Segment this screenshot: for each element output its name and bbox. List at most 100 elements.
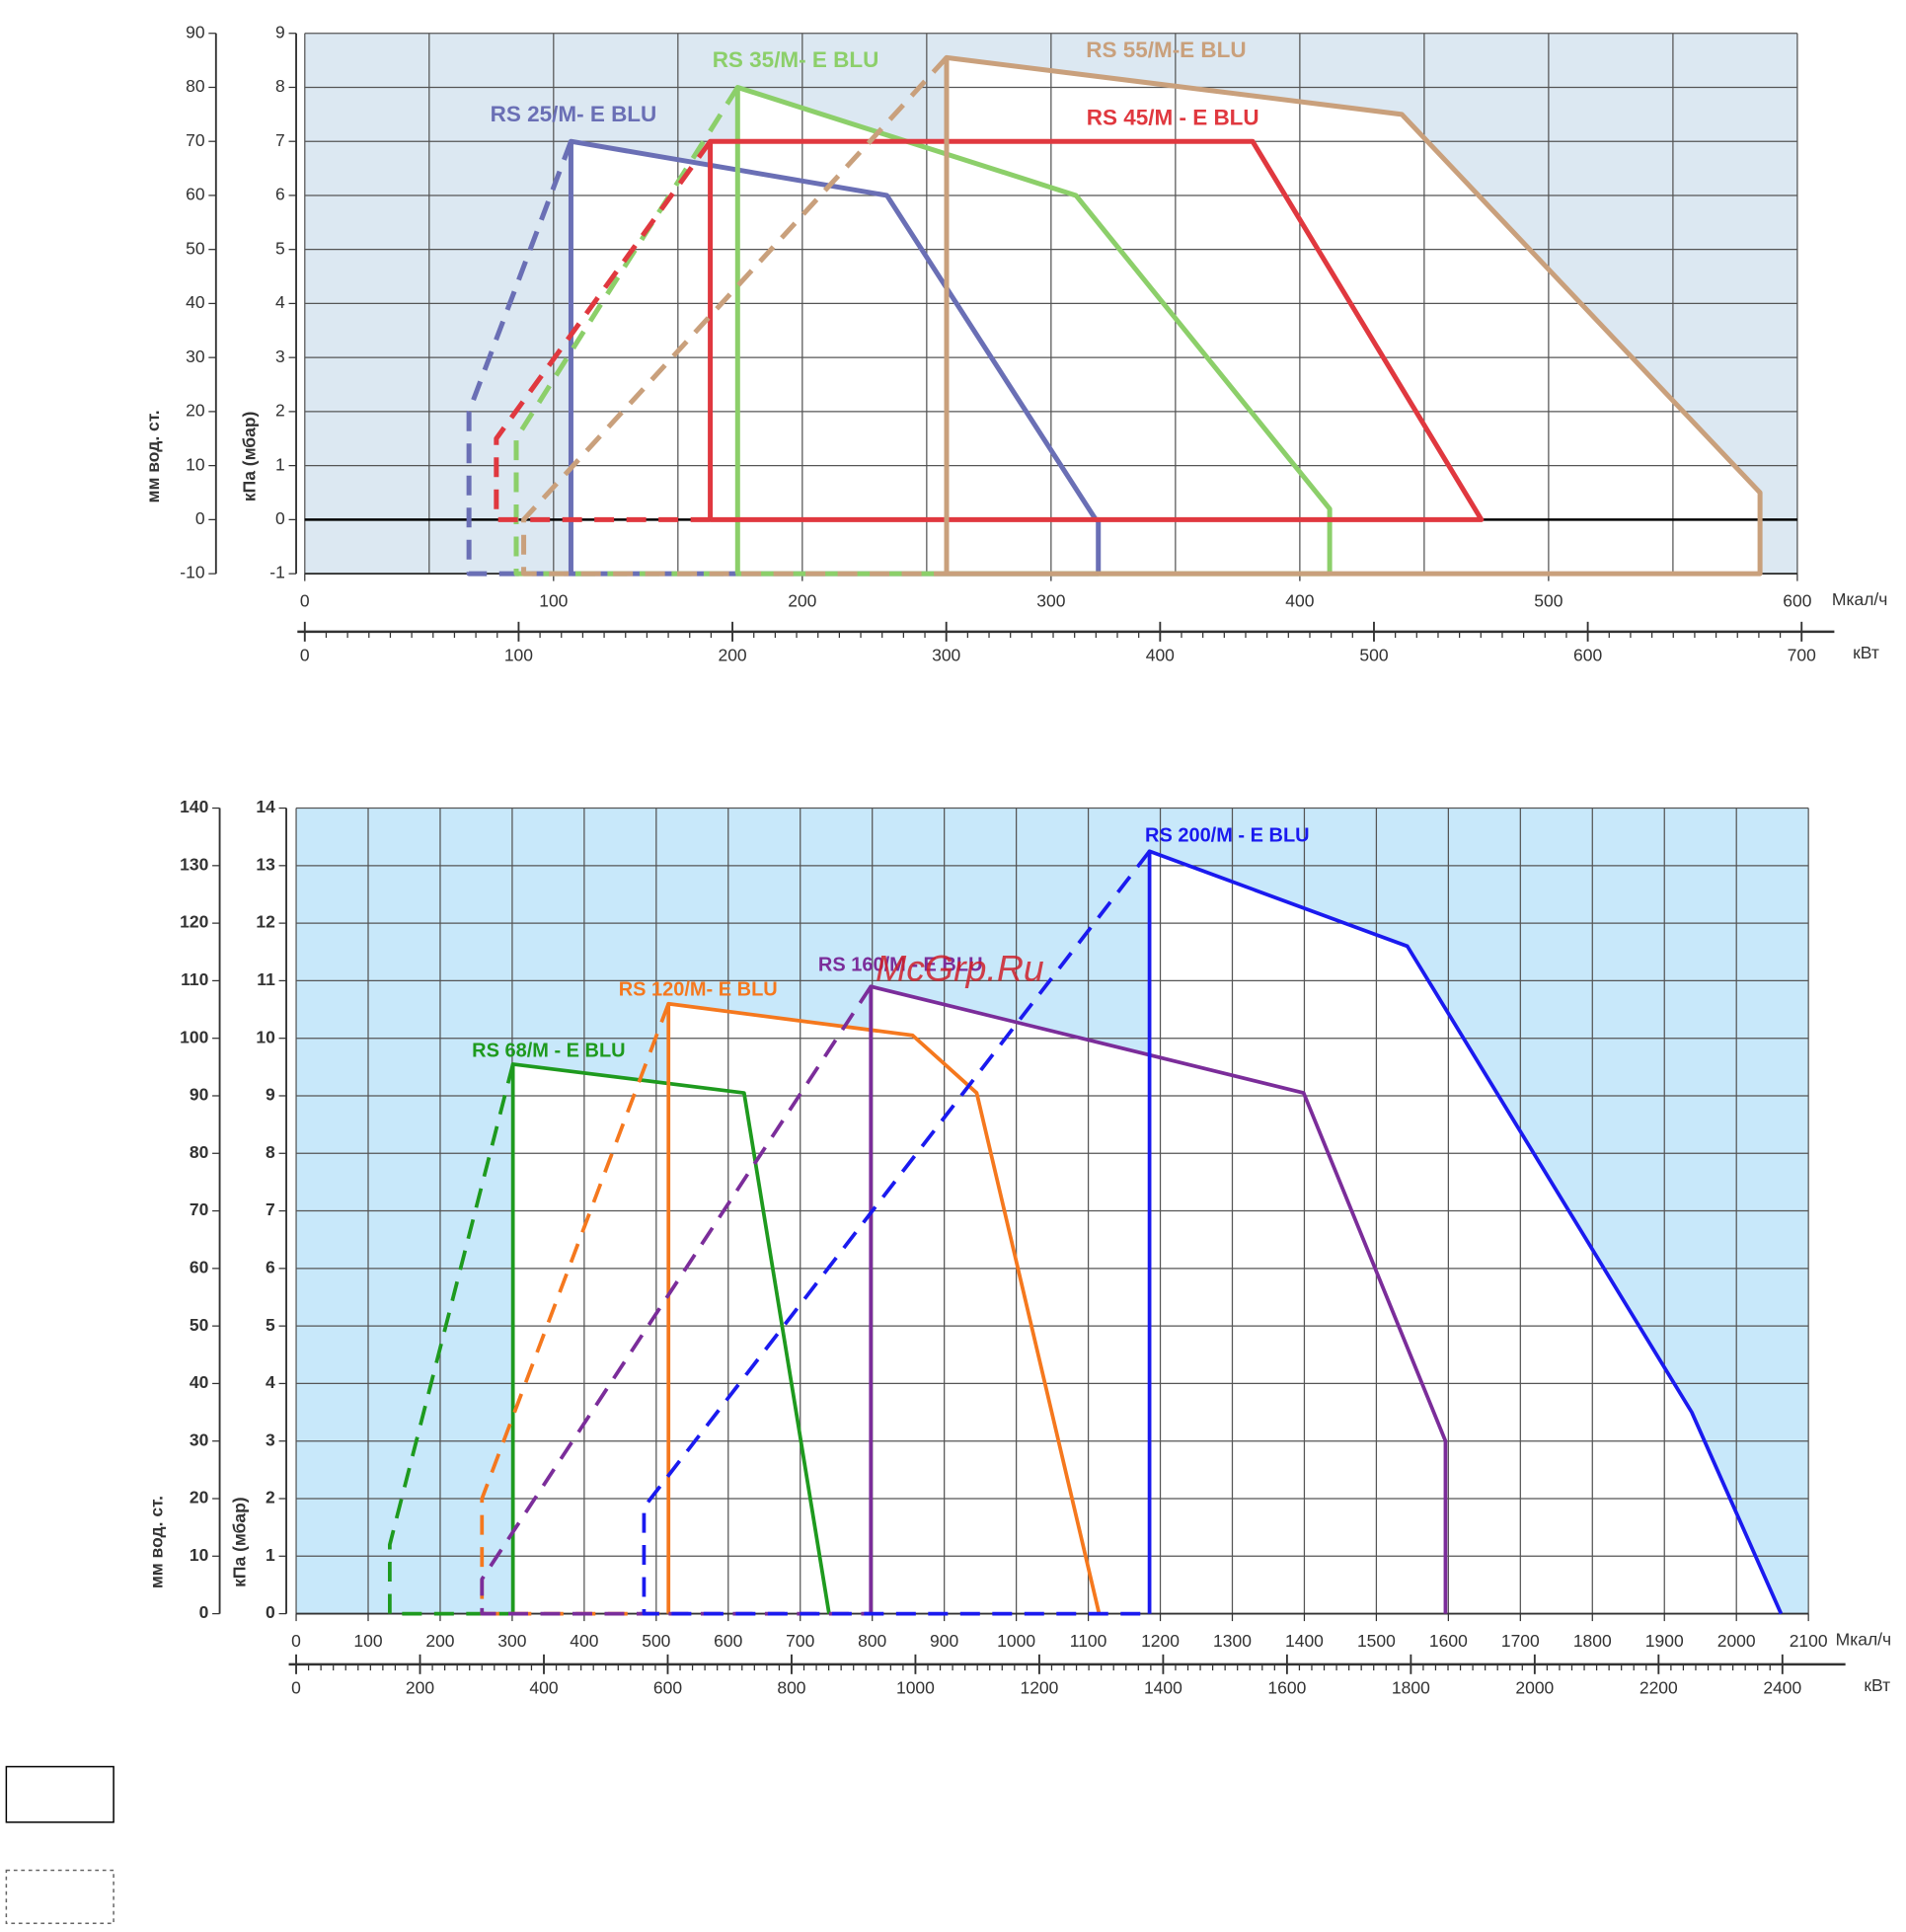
x-tick-label: 1600	[1429, 1631, 1468, 1651]
dashed-line	[466, 140, 573, 577]
x-tick-label: 200	[788, 590, 816, 610]
y2-tick-label: 140	[180, 797, 208, 816]
legend-dashed-box	[5, 1869, 114, 1925]
y2-tick-label: 30	[186, 347, 205, 366]
y-tick-label: 6	[266, 1257, 275, 1276]
envelope-fill	[1149, 851, 1782, 1614]
x2-tick-label: 0	[300, 645, 310, 664]
x-axis-title: Мкал/ч	[1832, 589, 1888, 609]
y2-axis-title: мм вод. ст.	[147, 1496, 167, 1588]
x-tick-label: 1200	[1141, 1631, 1180, 1651]
x2-tick-label: 2400	[1763, 1677, 1801, 1697]
y2-tick-label: 70	[190, 1199, 208, 1219]
dashed-line	[480, 1003, 670, 1616]
x-axis-title: Мкал/ч	[1836, 1630, 1892, 1650]
y-tick-label: 0	[275, 508, 285, 528]
x2-tick-label: 200	[406, 1677, 434, 1697]
y2-tick-label: 80	[186, 76, 205, 96]
x-tick-label: 500	[642, 1631, 670, 1651]
x-tick-label: 0	[291, 1631, 301, 1651]
series-label: RS 55/M-E BLU	[1086, 38, 1246, 62]
y2-tick-label: 80	[190, 1142, 208, 1162]
x-tick-label: 1300	[1213, 1631, 1252, 1651]
y-tick-label: 4	[275, 292, 285, 312]
watermark: McGrp.Ru	[876, 947, 1044, 988]
x-tick-label: 2100	[1790, 1631, 1828, 1651]
x2-tick-label: 2200	[1639, 1677, 1678, 1697]
x2-tick-label: 200	[718, 645, 746, 664]
x-tick-label: 1400	[1285, 1631, 1324, 1651]
y2-tick-label: 50	[190, 1315, 208, 1335]
x2-tick-label: 1400	[1144, 1677, 1182, 1697]
y-tick-label: 9	[266, 1085, 275, 1105]
y-tick-label: 2	[266, 1488, 275, 1507]
y-tick-label: 0	[266, 1602, 275, 1622]
y-tick-label: 7	[275, 130, 285, 150]
x-tick-label: 1500	[1357, 1631, 1396, 1651]
y2-tick-label: 50	[186, 238, 205, 258]
y2-tick-label: -10	[180, 563, 205, 582]
series-label: RS 35/M- E BLU	[713, 47, 879, 72]
y2-tick-label: 10	[190, 1545, 208, 1565]
envelope-fill	[947, 57, 1761, 575]
x-tick-label: 1800	[1573, 1631, 1612, 1651]
y-tick-label: 6	[275, 185, 285, 204]
x-tick-label: 0	[300, 590, 310, 610]
y-tick-label: 3	[275, 347, 285, 366]
y-tick-label: 1	[266, 1545, 275, 1565]
x-tick-label: 400	[1285, 590, 1314, 610]
x2-tick-label: 800	[777, 1677, 805, 1697]
x-tick-label: 400	[570, 1631, 598, 1651]
y2-tick-label: 0	[199, 1602, 209, 1622]
y2-tick-label: 130	[180, 854, 208, 874]
x-tick-label: 100	[353, 1631, 382, 1651]
x2-tick-label: 600	[653, 1677, 682, 1697]
solid-line	[1147, 849, 1784, 1615]
y-tick-label: 8	[266, 1142, 275, 1162]
series-label: RS 160/M - E BLU	[818, 954, 983, 975]
y-tick-label: 12	[256, 912, 275, 932]
y2-tick-label: 70	[186, 130, 205, 150]
series-label: RS 45/M - E BLU	[1087, 106, 1259, 130]
y-tick-label: 13	[256, 854, 275, 874]
y-tick-label: 1	[275, 454, 285, 474]
y-axis-title: кПа (мбар)	[239, 412, 259, 502]
x-tick-label: 1900	[1645, 1631, 1684, 1651]
y-tick-label: -1	[269, 563, 285, 582]
y2-axis-title: мм вод. ст.	[143, 410, 163, 502]
legend-solid-box	[5, 1765, 114, 1823]
x2-tick-label: 0	[291, 1677, 301, 1697]
y-tick-label: 2	[275, 401, 285, 421]
x-tick-label: 300	[1036, 590, 1065, 610]
x2-axis-title: кВт	[1853, 643, 1879, 662]
y-tick-label: 14	[256, 797, 275, 816]
x2-tick-label: 400	[529, 1677, 558, 1697]
y2-tick-label: 120	[180, 912, 208, 932]
y2-tick-label: 20	[190, 1488, 208, 1507]
solid-line	[666, 1001, 1102, 1615]
dashed-line	[388, 1063, 515, 1616]
x-tick-label: 200	[425, 1631, 454, 1651]
x-tick-label: 100	[539, 590, 568, 610]
x2-tick-label: 100	[504, 645, 533, 664]
y-tick-label: 10	[256, 1027, 274, 1046]
y-tick-label: 4	[266, 1372, 275, 1392]
y-tick-label: 9	[275, 22, 285, 41]
x2-tick-label: 1000	[896, 1677, 935, 1697]
x2-tick-label: 2000	[1515, 1677, 1554, 1697]
series-label: RS 200/M - E BLU	[1145, 825, 1310, 847]
y2-tick-label: 30	[190, 1430, 208, 1449]
y2-tick-label: 0	[195, 508, 205, 528]
x2-tick-label: 500	[1359, 645, 1388, 664]
x2-tick-label: 700	[1788, 645, 1816, 664]
solid-line	[708, 138, 1485, 522]
y-tick-label: 7	[266, 1199, 275, 1219]
x-tick-label: 700	[786, 1631, 814, 1651]
y2-tick-label: 10	[186, 454, 205, 474]
y-tick-label: 3	[266, 1430, 275, 1449]
y2-tick-label: 100	[180, 1027, 208, 1046]
x2-tick-label: 300	[932, 645, 960, 664]
y-axis-title: кПа (мбар)	[229, 1497, 249, 1586]
dashed-line	[521, 55, 949, 577]
x-tick-label: 800	[858, 1631, 886, 1651]
